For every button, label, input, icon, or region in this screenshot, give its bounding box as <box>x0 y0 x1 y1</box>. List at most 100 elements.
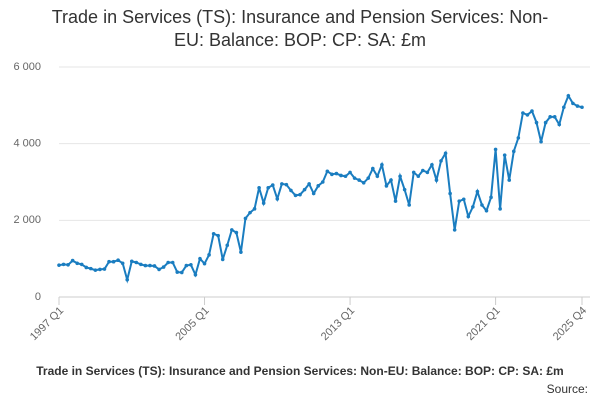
data-point <box>552 115 557 119</box>
data-point <box>352 176 357 180</box>
data-point <box>471 205 475 209</box>
series-line <box>58 93 583 284</box>
data-point <box>284 182 289 187</box>
data-point <box>330 172 334 177</box>
data-point <box>289 188 293 193</box>
data-point <box>120 261 125 266</box>
data-point <box>580 105 584 110</box>
data-point <box>98 267 102 272</box>
data-point <box>139 262 143 267</box>
data-point <box>339 173 343 178</box>
data-point <box>216 233 220 238</box>
data-point <box>557 122 562 127</box>
x-tick-label: 2005 Q1 <box>173 305 211 343</box>
data-point <box>421 168 425 173</box>
data-point <box>525 113 530 117</box>
data-point <box>293 193 298 198</box>
data-point <box>411 170 416 175</box>
data-point <box>193 272 198 277</box>
data-point <box>116 258 120 263</box>
data-point <box>198 256 202 261</box>
data-point <box>170 260 175 265</box>
data-point <box>270 183 275 187</box>
data-point <box>161 265 166 269</box>
data-point <box>225 243 230 248</box>
data-point <box>443 151 448 156</box>
data-point <box>361 180 366 185</box>
y-tick-label: 0 <box>35 291 41 303</box>
data-point <box>125 277 130 282</box>
data-point <box>498 207 502 211</box>
source: Source: <box>547 382 588 396</box>
data-point <box>61 262 66 267</box>
data-point <box>480 203 484 207</box>
data-point <box>280 182 284 186</box>
data-point <box>511 149 516 154</box>
data-point <box>316 184 321 188</box>
data-point <box>202 261 207 266</box>
x-axis-label: Trade in Services (TS): Insurance and Pe… <box>36 364 563 378</box>
data-point <box>539 139 543 144</box>
data-point <box>207 253 211 257</box>
data-point <box>70 258 75 263</box>
data-point <box>407 203 411 207</box>
data-point <box>348 170 352 175</box>
data-point <box>357 178 361 182</box>
data-point <box>220 257 225 262</box>
data-point <box>493 147 498 152</box>
data-point <box>425 170 430 175</box>
data-point <box>398 174 402 179</box>
data-point <box>166 260 170 265</box>
data-point <box>148 263 152 268</box>
chart-title: Trade in Services (TS): Insurance and Pe… <box>51 7 549 50</box>
data-point <box>252 207 257 211</box>
data-point <box>175 270 180 274</box>
y-tick-label: 2 000 <box>13 214 41 226</box>
data-point <box>521 111 525 115</box>
data-point <box>75 261 79 266</box>
data-point <box>298 192 302 197</box>
data-point <box>489 195 493 200</box>
data-point <box>461 197 466 202</box>
data-point <box>434 178 439 182</box>
data-point <box>507 178 512 182</box>
data-point <box>384 184 389 188</box>
x-tick-label: 2025 Q4 <box>551 305 589 343</box>
data-point <box>452 228 457 232</box>
x-tick-label: 2013 Q1 <box>319 305 357 343</box>
data-point <box>371 166 375 171</box>
data-point <box>257 185 261 190</box>
data-point <box>302 187 307 192</box>
data-point <box>566 93 571 98</box>
data-point <box>543 120 548 125</box>
data-point <box>184 263 189 268</box>
x-tick-label: 1997 Q1 <box>28 305 66 343</box>
data-point <box>502 153 507 157</box>
data-point <box>484 208 489 213</box>
data-point <box>143 263 148 268</box>
data-point <box>189 263 193 267</box>
data-point <box>466 214 471 219</box>
data-point <box>307 182 311 186</box>
data-point <box>275 197 280 201</box>
data-point <box>439 159 443 163</box>
data-point <box>548 115 552 119</box>
data-point <box>239 250 243 254</box>
data-point <box>230 228 234 232</box>
data-point <box>266 185 271 190</box>
x-tick-label: 2021 Q1 <box>464 305 502 343</box>
data-point <box>261 201 266 205</box>
data-point <box>66 263 70 267</box>
data-point <box>211 231 216 236</box>
data-point <box>311 191 316 196</box>
data-point <box>457 199 462 203</box>
data-point <box>320 180 325 184</box>
data-point <box>134 260 139 265</box>
data-point <box>152 264 157 268</box>
data-point <box>243 216 248 221</box>
data-point <box>448 191 452 196</box>
data-point <box>416 174 421 179</box>
data-point <box>430 162 434 167</box>
y-tick-label: 4 000 <box>13 138 41 150</box>
